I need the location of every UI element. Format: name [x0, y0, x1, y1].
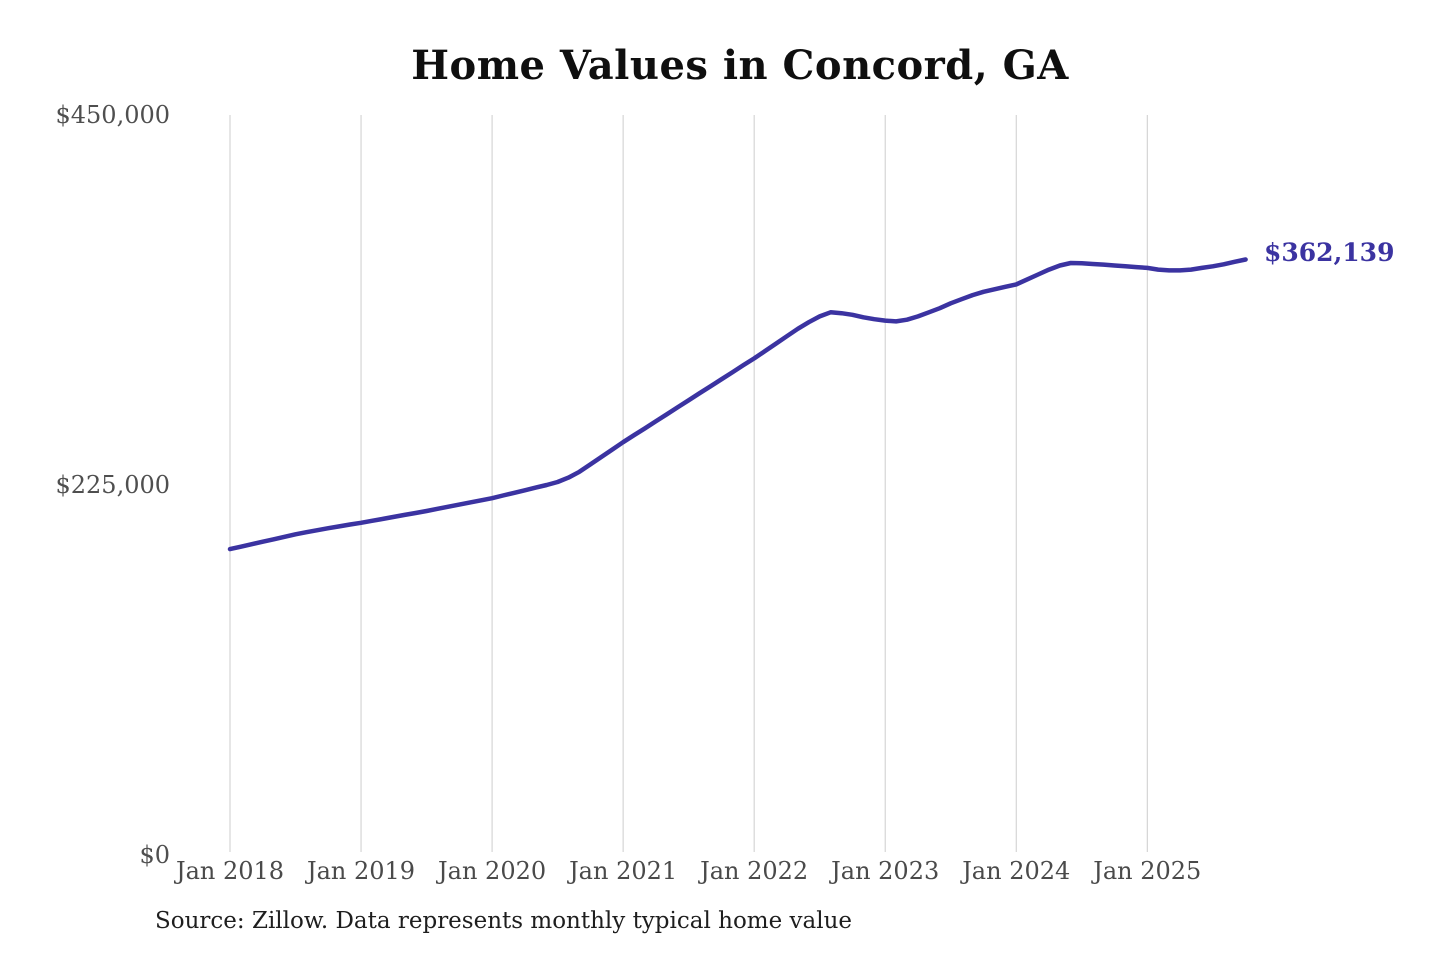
x-axis-tick-jan-2020: Jan 2020: [438, 857, 547, 885]
y-axis-tick-0: $0: [139, 841, 170, 869]
home-value-line: [227, 257, 1248, 552]
y-axis-tick-225000: $225,000: [55, 471, 170, 499]
x-axis-tick-jan-2025: Jan 2025: [1093, 857, 1202, 885]
y-axis-tick-450000: $450,000: [55, 101, 170, 129]
x-axis-tick-jan-2018: Jan 2018: [175, 857, 285, 885]
x-axis-tick-jan-2019: Jan 2019: [306, 857, 416, 885]
x-axis-tick-jan-2023: Jan 2023: [831, 857, 940, 885]
chart-title: Home Values in Concord, GA: [411, 42, 1069, 89]
end-value-label: $362,139: [1264, 238, 1395, 267]
x-axis-tick-jan-2021: Jan 2021: [569, 857, 678, 885]
x-axis-tick-jan-2022: Jan 2022: [700, 857, 809, 885]
x-axis-tick-jan-2024: Jan 2024: [962, 857, 1071, 885]
source-note: Source: Zillow. Data represents monthly …: [155, 908, 853, 934]
